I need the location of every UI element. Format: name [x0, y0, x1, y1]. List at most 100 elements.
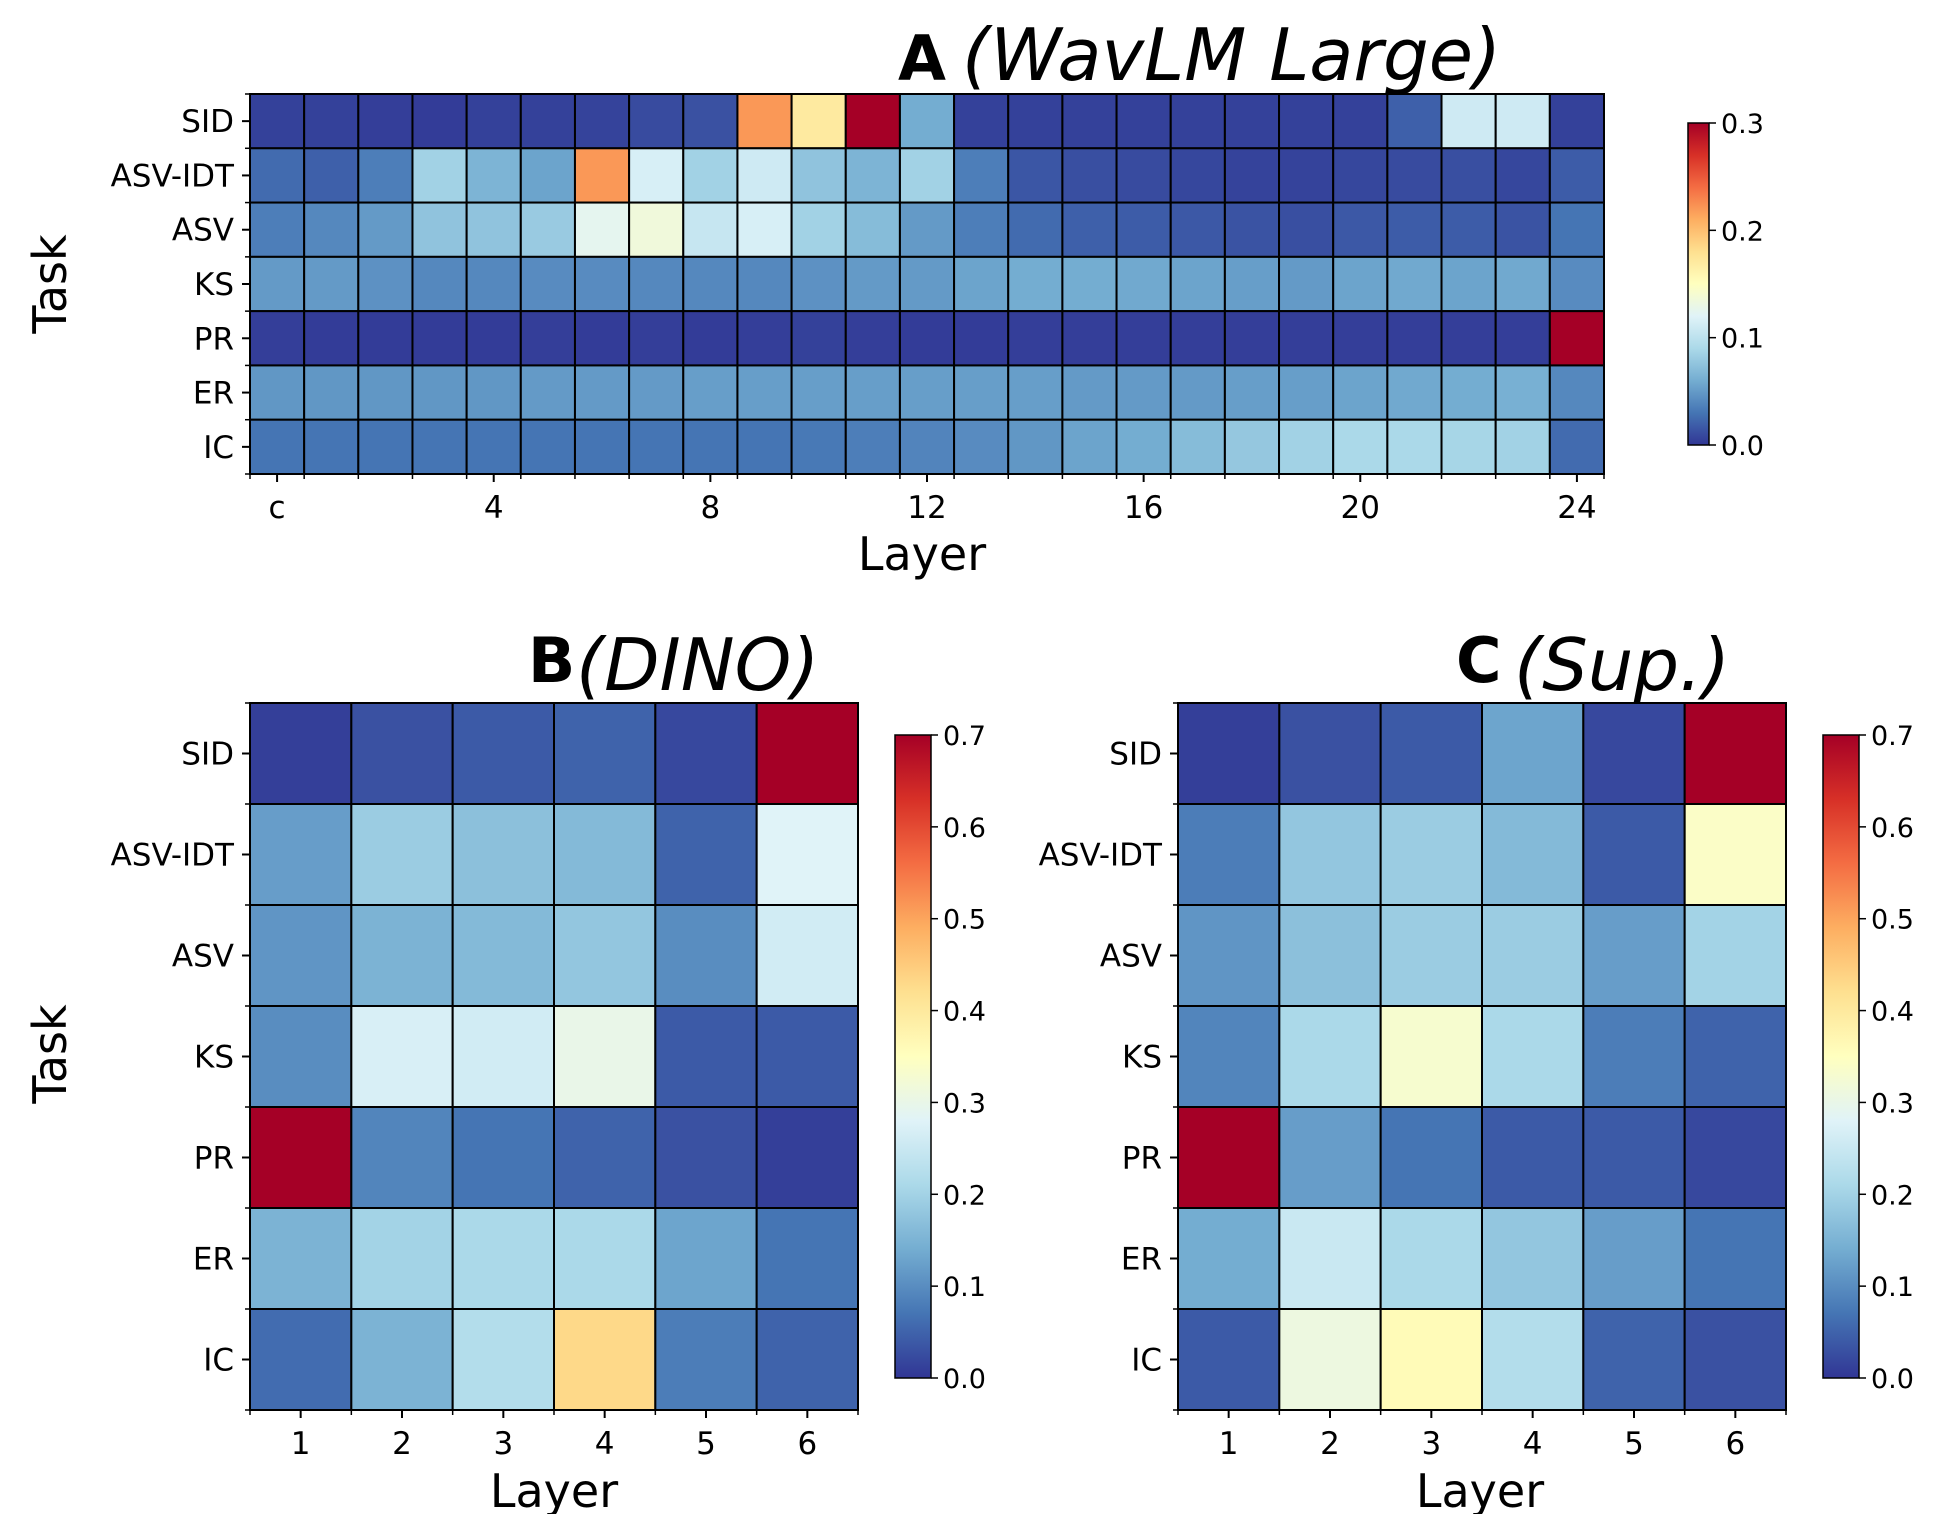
x-tick-label: 3 [493, 1426, 513, 1462]
heatmap-cell [451, 803, 555, 906]
colorbar-tick-label: 0.0 [943, 1364, 986, 1395]
heatmap-cell [553, 1106, 657, 1209]
heatmap-cell [1386, 255, 1443, 313]
colorbar [1687, 122, 1710, 446]
heatmap-cell [790, 201, 847, 258]
panel-a-ylabel: Task [23, 234, 77, 335]
heatmap-cell [844, 147, 901, 204]
heatmap-cell [1177, 1207, 1281, 1310]
heatmap-cell [357, 255, 414, 313]
heatmap-cell [411, 93, 468, 150]
heatmap-cell [1169, 418, 1226, 476]
colorbar-tick-label: 0.4 [943, 997, 986, 1028]
heatmap-cell [953, 147, 1010, 204]
heatmap-cell [1386, 93, 1443, 150]
heatmap-cell [1481, 1207, 1585, 1310]
heatmap-cell [953, 364, 1010, 421]
heatmap-cell [1278, 904, 1382, 1007]
heatmap-cell [1061, 201, 1118, 258]
heatmap-cell [573, 147, 631, 204]
heatmap-cell [451, 1005, 555, 1108]
heatmap-cell [249, 803, 353, 906]
heatmap-cell [1223, 418, 1281, 476]
heatmap-cell [1169, 310, 1226, 367]
heatmap-cell [357, 418, 414, 476]
heatmap-cell [790, 147, 847, 204]
colorbar-tick-label: 0.5 [1871, 905, 1914, 936]
heatmap-cell [1115, 418, 1172, 476]
heatmap-cell [350, 1308, 454, 1411]
heatmap-cell [1379, 1207, 1483, 1310]
heatmap-cell [350, 904, 454, 1007]
colorbar-tick-label: 0.6 [943, 813, 986, 844]
heatmap-cell [411, 201, 468, 258]
heatmap-cell [411, 147, 468, 204]
heatmap-cell [249, 255, 306, 313]
heatmap-cell [1683, 1005, 1787, 1108]
heatmap-cell [953, 201, 1010, 258]
heatmap-cell [1278, 201, 1335, 258]
panel-c-xlabel: Layer [1416, 1464, 1544, 1514]
heatmap-cell [303, 364, 360, 421]
heatmap-cell [357, 364, 414, 421]
heatmap-cell [573, 201, 631, 258]
heatmap-cell [1481, 803, 1585, 906]
y-tick-label: ASV-IDT [111, 158, 235, 194]
panel-c-title: (Sup.) [1514, 623, 1730, 707]
heatmap-cell [1223, 147, 1281, 204]
heatmap-cell [1169, 93, 1226, 150]
heatmap-cell [465, 255, 522, 313]
heatmap-cell [465, 310, 522, 367]
y-tick-label: ASV [1100, 939, 1162, 975]
heatmap-cell [1278, 310, 1335, 367]
x-tick-label: 1 [1219, 1426, 1239, 1462]
heatmap-cell [736, 310, 793, 367]
heatmap-cell [1007, 93, 1064, 150]
heatmap-cell [953, 93, 1010, 150]
heatmap-cell [1115, 147, 1172, 204]
heatmap-cell [1007, 310, 1064, 367]
colorbar-tick-label: 0.0 [1871, 1364, 1914, 1395]
heatmap-cell [303, 255, 360, 313]
heatmap-panel-c: C (Sup.) Layer SID ASV-IDT ASV KS PR ER IC 1 2 3 4… [1039, 623, 1914, 1514]
y-tick-label: IC [203, 1343, 234, 1379]
heatmap-cell [249, 201, 306, 258]
x-tick-label: 8 [700, 490, 720, 526]
heatmap-cell [451, 1308, 555, 1411]
x-tick-label: 6 [1725, 1426, 1745, 1462]
y-tick-label: ER [1121, 1242, 1162, 1278]
heatmap-cell [736, 364, 793, 421]
heatmap-cell [682, 147, 739, 204]
heatmap-cell [357, 201, 414, 258]
panel-c-letter: C [1456, 624, 1502, 697]
heatmap-cell [1481, 702, 1585, 805]
heatmap-cell [654, 803, 758, 906]
x-tick-label: 6 [797, 1426, 817, 1462]
y-tick-label: ASV [172, 939, 234, 975]
heatmap-cell [682, 201, 739, 258]
colorbar-tick-label: 0.3 [1871, 1088, 1914, 1119]
heatmap-cell [519, 255, 576, 313]
heatmap-cell [654, 1106, 758, 1209]
colorbar-tick-label: 0.5 [943, 905, 986, 936]
heatmap-cell [357, 147, 414, 204]
heatmap-cell [1548, 418, 1605, 476]
heatmap-cell [1177, 803, 1281, 906]
heatmap-cell [736, 147, 793, 204]
heatmap-cell [519, 310, 576, 367]
heatmap-cell [898, 418, 956, 476]
heatmap-cell [411, 418, 468, 476]
heatmap-cell [1115, 255, 1172, 313]
heatmap-cell [1582, 803, 1686, 906]
heatmap-cell [654, 1207, 758, 1310]
heatmap-cell [1177, 1106, 1281, 1209]
heatmap-cell [682, 364, 739, 421]
heatmap-cell [898, 93, 956, 150]
heatmap-cell [1481, 1308, 1585, 1411]
heatmap-cell [898, 201, 956, 258]
heatmap-cell [790, 364, 847, 421]
heatmap-cell [654, 904, 758, 1007]
y-tick-label: ASV-IDT [1039, 838, 1163, 874]
heatmap-cell [1379, 904, 1483, 1007]
heatmap-cell [573, 418, 631, 476]
